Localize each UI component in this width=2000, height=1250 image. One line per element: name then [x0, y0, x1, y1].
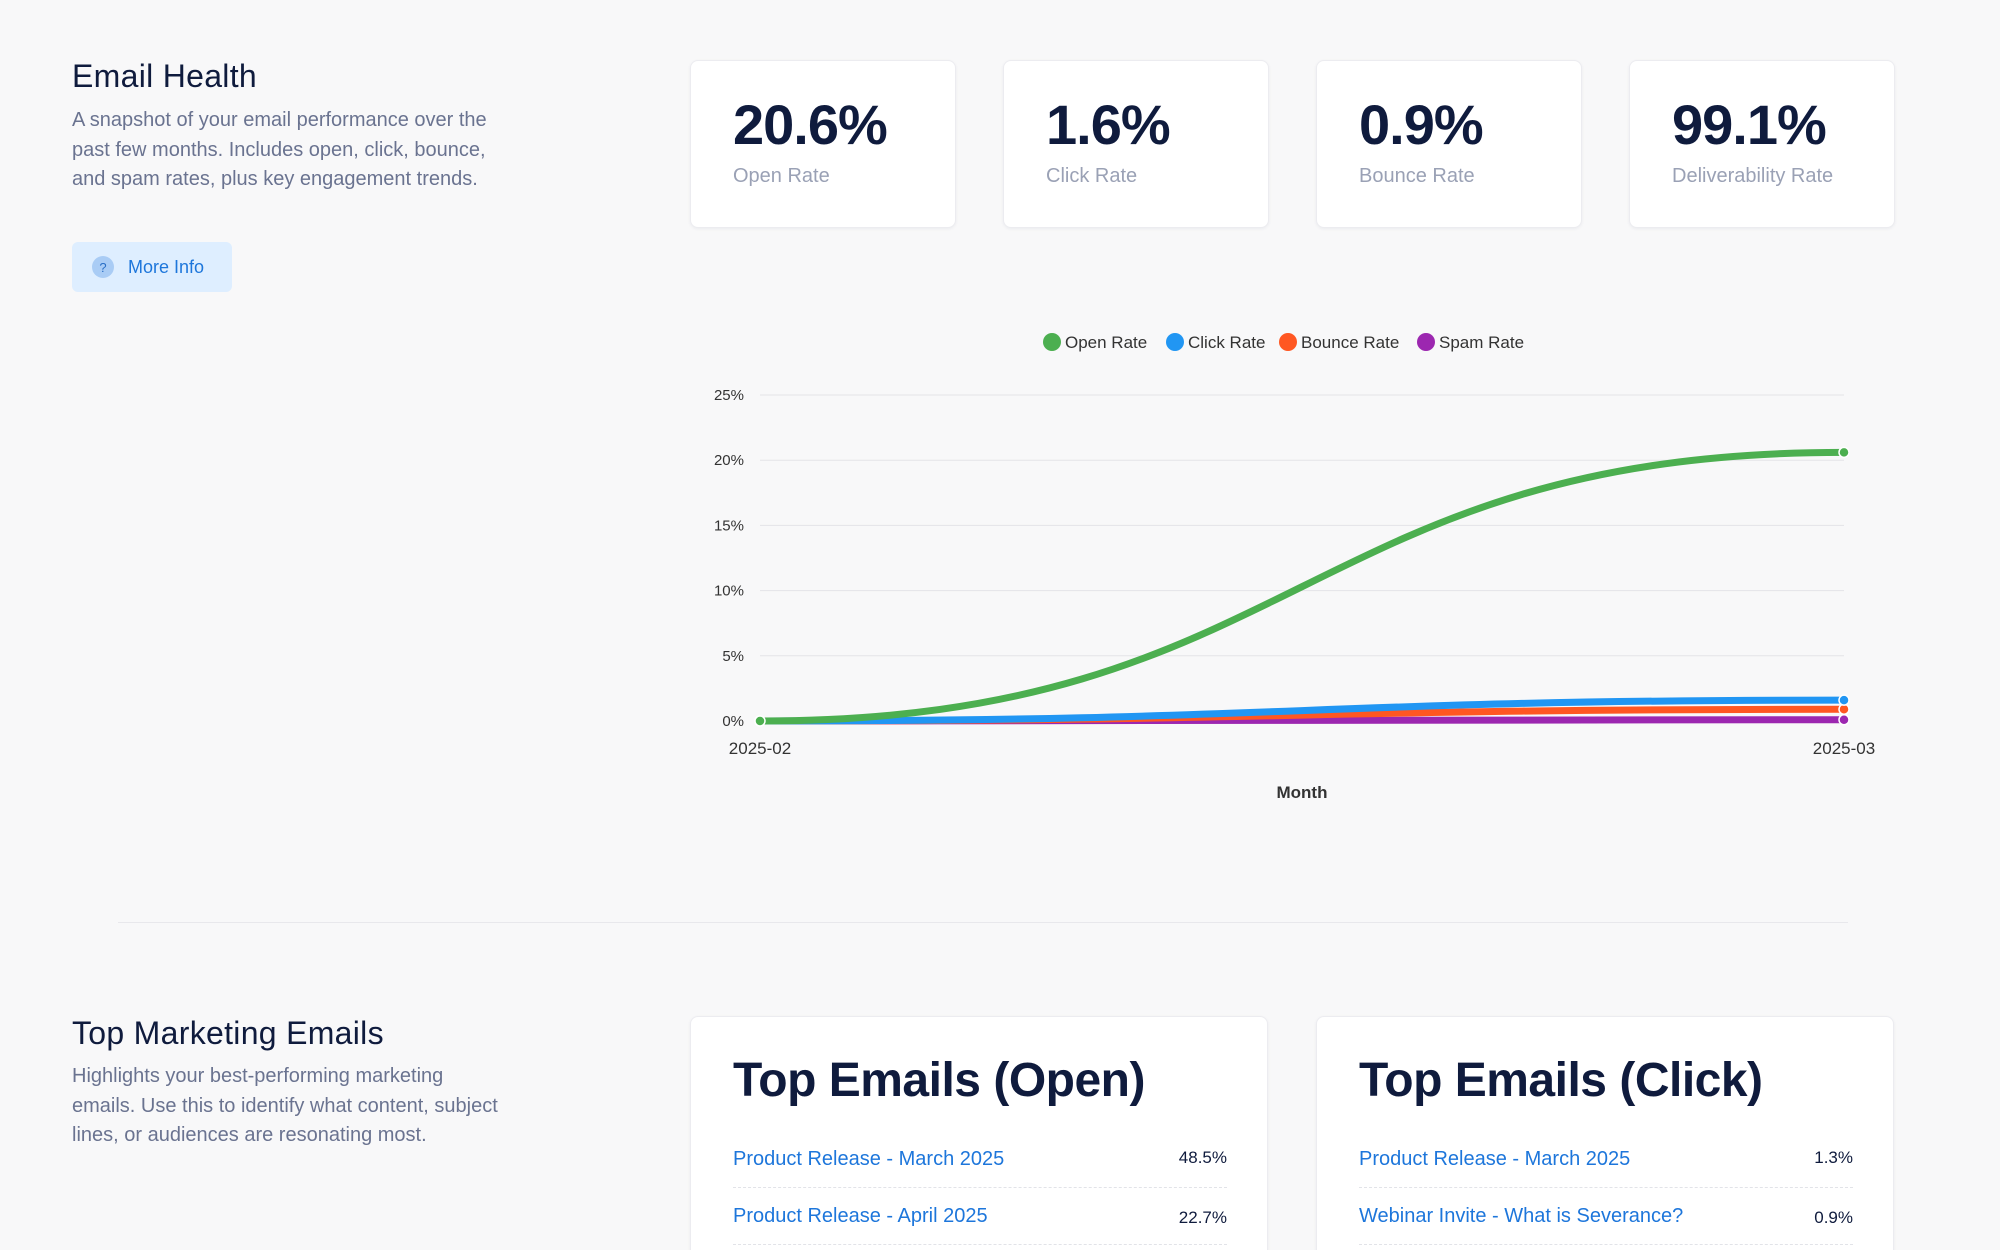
- y-tick-label: 10%: [714, 583, 744, 600]
- series-line: [756, 696, 1848, 725]
- email-open-rate: 48.5%: [1178, 1148, 1227, 1167]
- email-health-chart: 0% 5% 10% 15% 20% 25% 2025-02 2025-03 Month Open …: [690, 320, 1900, 810]
- legend-label: Open Rate: [1065, 333, 1147, 352]
- click-card-title: Top Emails (Click): [1359, 1054, 1763, 1107]
- email-health-description: A snapshot of your email performance ove…: [72, 109, 487, 190]
- more-info-label: More Info: [128, 256, 205, 277]
- top-emails-description: Highlights your best-performing marketin…: [72, 1065, 498, 1146]
- data-point: [1838, 694, 1850, 706]
- legend-marker: [1166, 333, 1184, 351]
- kpi-value: 0.9%: [1359, 93, 1484, 156]
- legend-marker: [1279, 333, 1297, 351]
- data-point: [754, 715, 766, 727]
- list-item: Product Release - March 2025 1.3%: [1359, 1148, 1853, 1188]
- list-item: Product Release - April 2025 22.7%: [733, 1188, 1227, 1245]
- x-tick-label: 2025-02: [729, 739, 791, 758]
- kpi-card-open-rate: 20.6% Open Rate: [690, 60, 956, 228]
- y-tick-label: 20%: [714, 452, 744, 469]
- email-click-rate: 0.9%: [1814, 1208, 1853, 1227]
- kpi-label: Click Rate: [1046, 165, 1138, 187]
- legend-marker: [1417, 333, 1435, 351]
- email-link[interactable]: Webinar Invite - What is Severance?: [1359, 1205, 1684, 1227]
- x-tick-label: 2025-03: [1813, 739, 1875, 758]
- kpi-value: 20.6%: [733, 93, 888, 156]
- email-link[interactable]: Product Release - March 2025: [1359, 1148, 1631, 1170]
- open-card-title: Top Emails (Open): [733, 1054, 1145, 1107]
- legend-marker: [1043, 333, 1061, 351]
- email-click-rate: 1.3%: [1814, 1148, 1853, 1167]
- line-chart: 0% 5% 10% 15% 20% 25% 2025-02 2025-03 Month Open …: [714, 333, 1875, 802]
- list-item: Webinar Invite - What is Severance? 0.9%: [1359, 1188, 1853, 1245]
- top-emails-title: Top Marketing Emails: [72, 1015, 384, 1051]
- legend-label: Spam Rate: [1439, 333, 1524, 352]
- y-tick-label: 15%: [714, 517, 744, 534]
- x-axis-label: Month: [1277, 783, 1328, 802]
- list-item: Product Release - March 2025 48.5%: [733, 1148, 1227, 1188]
- kpi-card-deliverability-rate: 99.1% Deliverability Rate: [1629, 60, 1895, 228]
- email-health-title: Email Health: [72, 58, 258, 94]
- section-divider: [118, 922, 1848, 923]
- y-tick-label: 5%: [722, 648, 744, 665]
- kpi-card-bounce-rate: 0.9% Bounce Rate: [1316, 60, 1582, 228]
- kpi-label: Deliverability Rate: [1672, 165, 1834, 187]
- email-link[interactable]: Product Release - March 2025: [733, 1148, 1005, 1170]
- legend-label: Bounce Rate: [1301, 333, 1399, 352]
- kpi-value: 1.6%: [1046, 93, 1171, 156]
- kpi-label: Bounce Rate: [1359, 165, 1475, 187]
- kpi-value: 99.1%: [1672, 93, 1827, 156]
- more-info-button[interactable]: ? More Info: [72, 242, 232, 292]
- series-line: [756, 448, 1848, 725]
- email-link[interactable]: Product Release - April 2025: [733, 1205, 988, 1227]
- kpi-label: Open Rate: [733, 165, 830, 187]
- help-icon: ?: [92, 256, 114, 278]
- kpi-card-click-rate: 1.6% Click Rate: [1003, 60, 1269, 228]
- legend-label: Click Rate: [1188, 333, 1265, 352]
- data-point: [1838, 446, 1850, 459]
- top-emails-open-card: Top Emails (Open) Product Release - Marc…: [690, 1016, 1268, 1250]
- y-tick-label: 0%: [722, 713, 744, 730]
- data-point: [1838, 713, 1850, 726]
- email-open-rate: 22.7%: [1178, 1208, 1227, 1227]
- top-emails-click-card: Top Emails (Click) Product Release - Mar…: [1316, 1016, 1894, 1250]
- y-tick-label: 25%: [714, 387, 744, 404]
